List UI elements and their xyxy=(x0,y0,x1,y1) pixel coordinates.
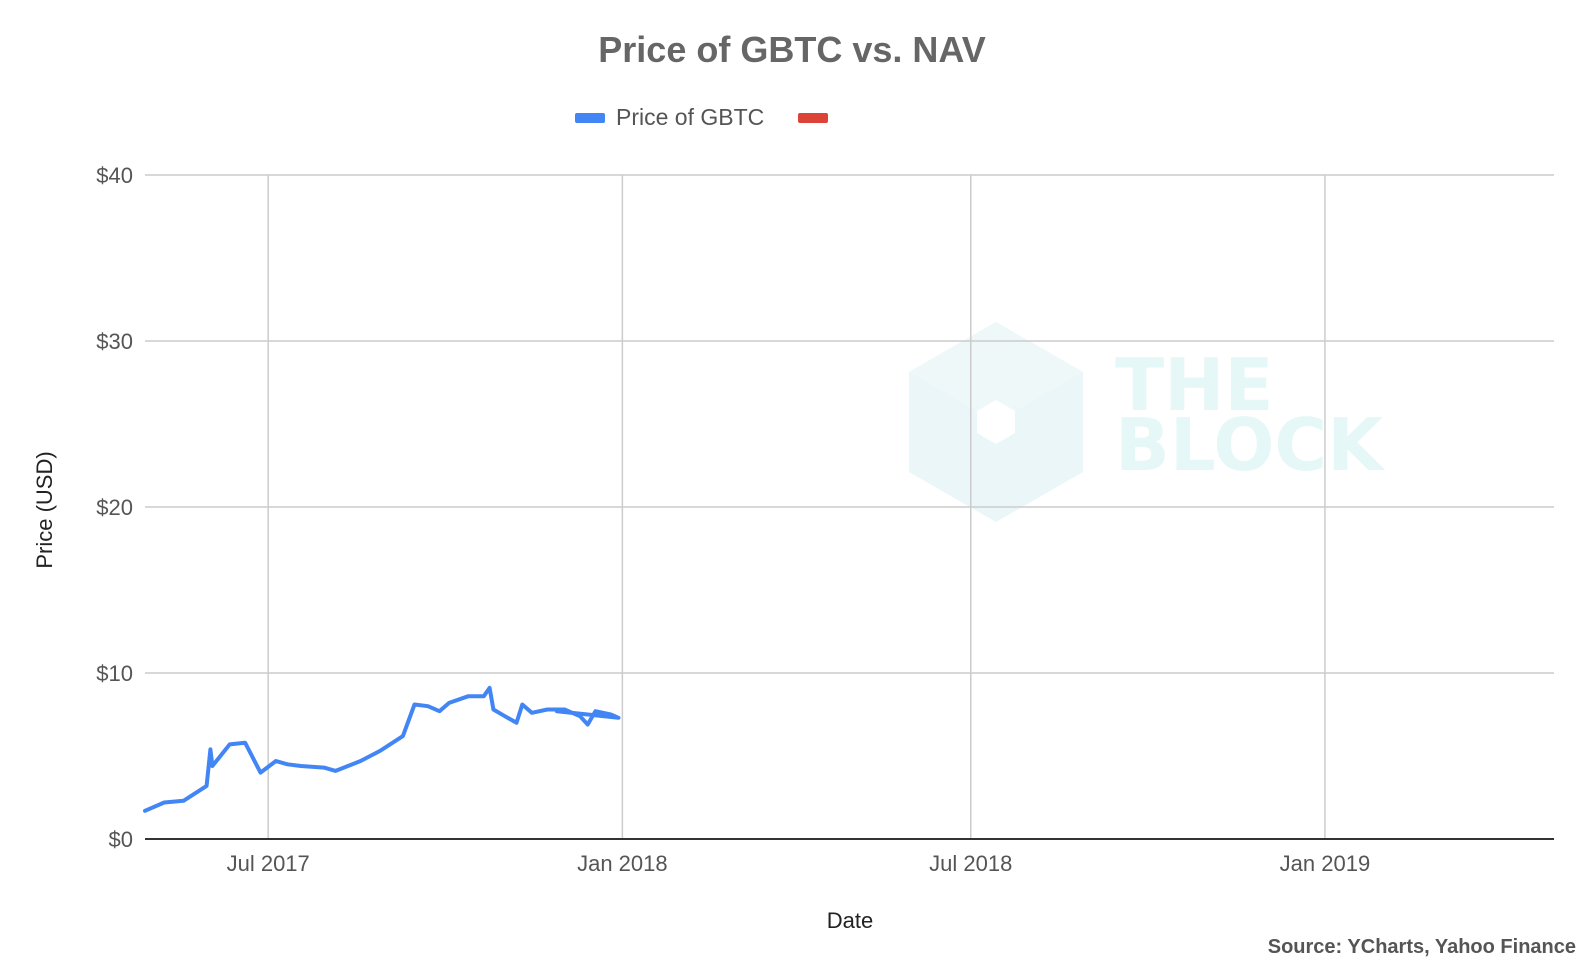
y-tick-label: $0 xyxy=(109,827,133,852)
watermark-line-1: THE xyxy=(1115,343,1274,427)
y-tick-label: $40 xyxy=(96,163,133,188)
series-lines xyxy=(143,685,621,813)
x-tick-label: Jan 2019 xyxy=(1280,851,1371,876)
x-tick-label: Jan 2018 xyxy=(577,851,668,876)
series-line-gbtc xyxy=(143,685,621,813)
legend: Price of GBTC xyxy=(575,104,828,130)
the-block-watermark: THE BLOCK xyxy=(909,322,1385,522)
chart-title: Price of GBTC vs. NAV xyxy=(598,29,985,70)
legend-swatch-gbtc xyxy=(575,113,605,123)
legend-label-gbtc: Price of GBTC xyxy=(616,104,764,130)
grid xyxy=(145,174,1554,839)
y-axis-ticks: $0 $10 $20 $30 $40 xyxy=(96,163,133,852)
x-axis-ticks: Jul 2017 Jan 2018 Jul 2018 Jan 2019 xyxy=(227,851,1371,876)
x-axis-label: Date xyxy=(827,908,873,933)
legend-swatch-nav xyxy=(798,113,828,123)
y-axis-label: Price (USD) xyxy=(32,451,57,568)
watermark-line-2: BLOCK xyxy=(1115,403,1385,487)
source-note: Source: YCharts, Yahoo Finance xyxy=(1268,936,1576,958)
x-tick-label: Jul 2018 xyxy=(929,851,1012,876)
y-tick-label: $30 xyxy=(96,329,133,354)
y-tick-label: $10 xyxy=(96,661,133,686)
x-tick-label: Jul 2017 xyxy=(227,851,310,876)
y-tick-label: $20 xyxy=(96,495,133,520)
